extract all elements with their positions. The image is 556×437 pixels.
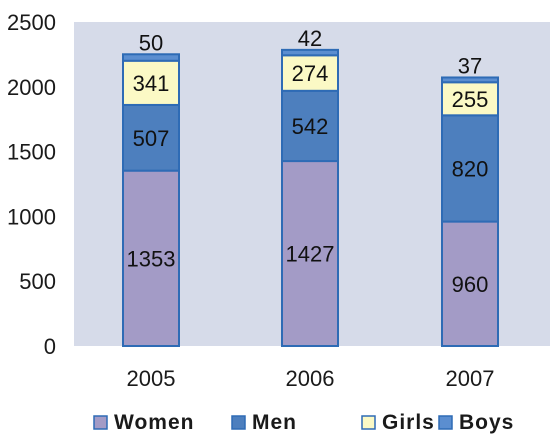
data-label: 37 [458,53,482,78]
bar-segment-boys [441,76,499,84]
data-label: 341 [133,71,170,96]
legend-label-boys: Boys [459,411,514,434]
legend-label-women: Women [114,411,194,434]
bar-segment-men [441,114,499,223]
legend-label-men: Men [252,411,297,434]
data-label: 507 [133,126,170,151]
x-tick-label: 2006 [286,366,335,391]
bar-segment-boys [281,48,339,57]
data-label: 50 [139,30,163,55]
bar-segment-men [122,103,180,172]
legend-swatch-boys [438,415,453,430]
y-tick-label: 2000 [7,75,56,100]
x-tick-label: 2007 [446,366,495,391]
bar-segment-girls [441,81,499,117]
bar-segment-girls [281,54,339,92]
data-label: 1353 [127,246,176,271]
x-tick-label: 2005 [127,366,176,391]
y-tick-label: 2500 [7,10,56,35]
bar-segment-boys [122,53,180,62]
bar-segment-women [122,169,180,347]
y-tick-label: 1000 [7,204,56,229]
data-label: 960 [452,272,489,297]
data-label: 255 [452,87,489,112]
data-label: 820 [452,156,489,181]
y-tick-label: 0 [44,334,56,359]
legend-swatch-girls [361,415,376,430]
y-axis: 0 500 1000 1500 2000 2500 [7,10,56,359]
y-tick-label: 1500 [7,140,56,165]
data-label: 542 [292,114,329,139]
x-axis: 2005 2006 2007 [127,366,495,391]
legend: Women Men Girls Boys [93,411,514,434]
y-tick-label: 500 [19,269,56,294]
data-label: 274 [292,61,329,86]
bars: 1353 507 341 50 1427 542 274 42 960 820 255 37 [122,26,499,347]
data-label: 1427 [286,242,335,267]
legend-swatch-women [93,415,108,430]
legend-label-girls: Girls [382,411,435,434]
data-label: 42 [298,26,322,51]
legend-swatch-men [231,415,246,430]
